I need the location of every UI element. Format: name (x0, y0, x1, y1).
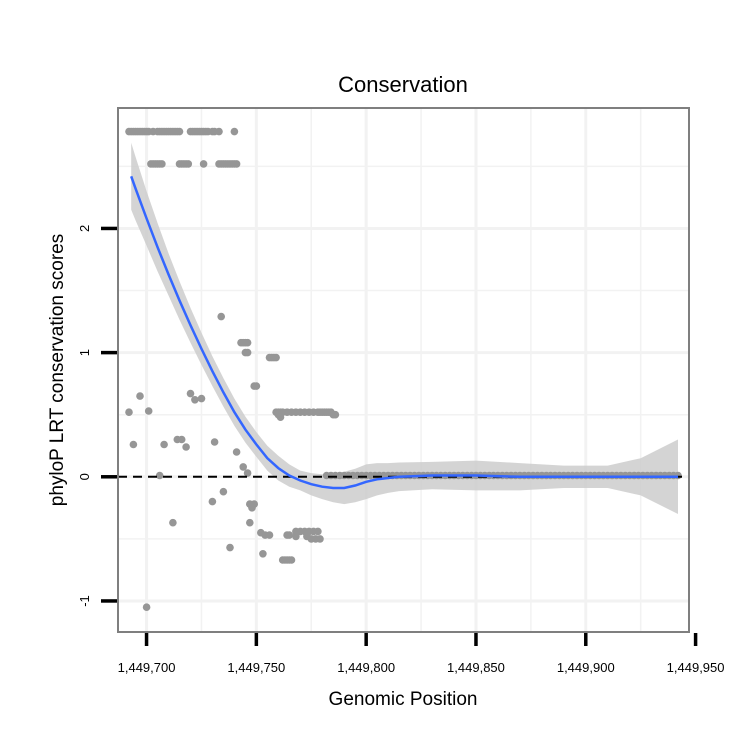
x-tick-label: 1,449,750 (227, 660, 285, 675)
y-tick-label: 1 (77, 349, 92, 356)
y-axis: -1 0 1 2 (77, 225, 117, 607)
data-point (243, 338, 252, 347)
data-point (182, 443, 190, 451)
y-axis-title: phyloP LRT conservation scores (47, 234, 68, 507)
data-point (232, 160, 241, 168)
x-tick-label: 1,449,900 (557, 660, 615, 675)
data-point (265, 531, 274, 539)
data-point (243, 348, 252, 357)
data-point (186, 389, 195, 398)
smooth-fit-line (130, 175, 678, 490)
x-axis-title: Genomic Position (329, 689, 478, 710)
y-tick-label: 2 (77, 225, 92, 232)
data-point (199, 160, 208, 168)
data-point (285, 531, 294, 539)
data-point (250, 500, 258, 508)
data-point (125, 408, 133, 417)
data-point (259, 550, 267, 558)
data-point (169, 518, 177, 527)
data-point (129, 440, 138, 449)
data-point (230, 127, 239, 136)
data-point (276, 413, 285, 422)
data-point (243, 469, 252, 477)
data-point (208, 497, 217, 506)
x-tick-label: 1,449,850 (447, 660, 505, 675)
data-point (155, 471, 164, 480)
y-tick-label: -1 (77, 595, 92, 607)
data-point (136, 392, 144, 400)
data-point (144, 407, 153, 415)
data-point (215, 127, 223, 136)
data-point (252, 382, 261, 390)
data-point (217, 312, 225, 321)
data-point (191, 396, 199, 404)
data-point (674, 471, 682, 480)
x-tick-label: 1,449,950 (667, 660, 725, 675)
data-point (331, 410, 340, 419)
confidence-band-area (131, 142, 678, 515)
data-point (142, 603, 151, 611)
y-tick-label: 0 (77, 473, 92, 480)
x-tick-label: 1,449,800 (337, 660, 395, 675)
confidence-band (131, 142, 678, 515)
data-point (239, 463, 247, 471)
data-point (246, 518, 254, 527)
data-point (219, 487, 228, 496)
data-point (175, 127, 184, 136)
data-point (210, 438, 219, 446)
x-axis: 1,449,700 1,449,750 1,449,800 1,449,850 1,44… (118, 633, 725, 675)
data-point (232, 448, 241, 456)
data-point (184, 160, 193, 168)
data-point (314, 527, 322, 536)
data-point (158, 160, 166, 168)
data-point (197, 394, 206, 403)
data-point (177, 435, 186, 444)
data-point (226, 543, 234, 552)
chart-title: Conservation (338, 72, 468, 97)
data-point (272, 353, 280, 362)
data-point (160, 440, 168, 449)
plot-panel-border (117, 107, 690, 633)
smooth-line-path (130, 175, 678, 490)
grid (118, 108, 689, 632)
x-tick-label: 1,449,700 (118, 660, 176, 675)
data-point (316, 535, 324, 543)
data-point (287, 556, 296, 564)
